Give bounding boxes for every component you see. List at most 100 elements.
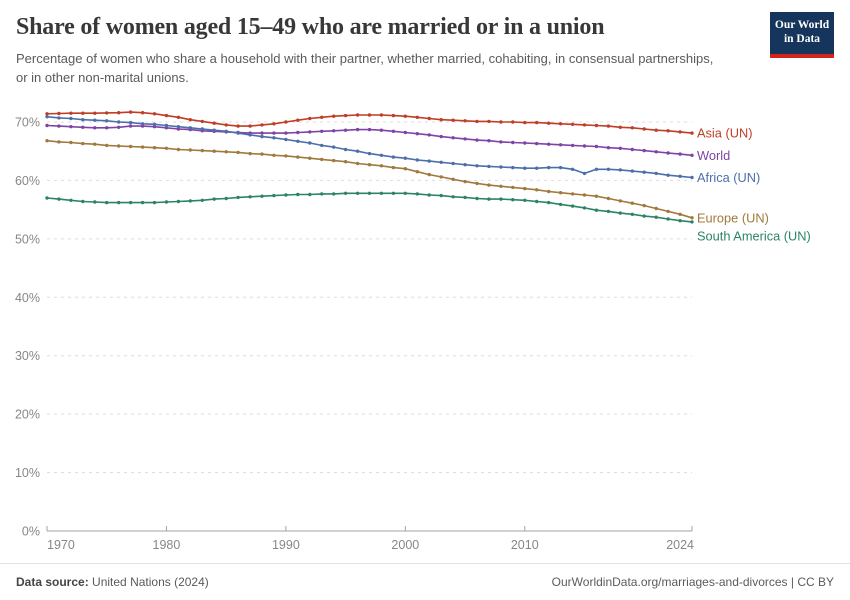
- data-point-south-america-un-1993[interactable]: [320, 192, 324, 196]
- data-point-asia-un-2000[interactable]: [403, 114, 407, 118]
- data-point-asia-un-2005[interactable]: [463, 119, 467, 123]
- data-point-world-1994[interactable]: [332, 129, 336, 133]
- series-label-world[interactable]: World: [697, 148, 730, 163]
- data-point-asia-un-2023[interactable]: [678, 130, 682, 134]
- data-point-asia-un-1996[interactable]: [355, 113, 360, 117]
- data-point-south-america-un-2011[interactable]: [535, 199, 539, 204]
- data-point-africa-un-1983[interactable]: [200, 127, 204, 131]
- data-point-africa-un-1991[interactable]: [296, 139, 300, 143]
- data-point-world-2021[interactable]: [654, 150, 658, 154]
- data-point-asia-un-2018[interactable]: [618, 125, 622, 129]
- data-point-europe-un-2018[interactable]: [618, 199, 622, 203]
- data-point-south-america-un-1986[interactable]: [236, 195, 240, 200]
- data-point-world-2019[interactable]: [630, 147, 634, 152]
- data-point-south-america-un-1995[interactable]: [343, 191, 348, 195]
- data-point-world-1990[interactable]: [284, 131, 288, 135]
- data-point-europe-un-2020[interactable]: [642, 203, 646, 208]
- data-point-europe-un-1988[interactable]: [260, 152, 264, 156]
- data-point-africa-un-2004[interactable]: [451, 161, 455, 166]
- data-point-asia-un-2016[interactable]: [594, 123, 599, 128]
- data-point-europe-un-2022[interactable]: [666, 209, 670, 214]
- data-point-africa-un-2024[interactable]: [690, 175, 694, 180]
- data-point-africa-un-1974[interactable]: [93, 118, 97, 122]
- data-point-world-2003[interactable]: [439, 134, 443, 139]
- data-point-europe-un-2023[interactable]: [678, 212, 682, 216]
- data-point-europe-un-1975[interactable]: [105, 143, 109, 148]
- data-point-asia-un-1977[interactable]: [128, 110, 133, 114]
- data-point-europe-un-1994[interactable]: [332, 158, 336, 163]
- data-point-south-america-un-1974[interactable]: [93, 200, 97, 204]
- data-point-europe-un-2000[interactable]: [403, 167, 407, 171]
- data-point-africa-un-1975[interactable]: [105, 119, 109, 123]
- data-point-asia-un-2021[interactable]: [654, 128, 658, 132]
- data-point-south-america-un-1991[interactable]: [296, 192, 300, 197]
- data-point-asia-un-1972[interactable]: [69, 111, 73, 115]
- data-point-world-2011[interactable]: [535, 141, 539, 146]
- data-point-europe-un-2012[interactable]: [547, 189, 551, 194]
- data-point-asia-un-2017[interactable]: [606, 124, 611, 128]
- data-point-south-america-un-1998[interactable]: [379, 191, 384, 195]
- data-point-asia-un-2019[interactable]: [630, 126, 634, 130]
- data-point-africa-un-2000[interactable]: [403, 156, 407, 160]
- owid-logo[interactable]: Our World in Data: [770, 12, 834, 58]
- data-point-south-america-un-1992[interactable]: [308, 192, 312, 197]
- data-point-world-1974[interactable]: [93, 126, 97, 130]
- data-point-south-america-un-2018[interactable]: [618, 211, 622, 215]
- data-point-africa-un-2018[interactable]: [618, 168, 622, 172]
- data-point-asia-un-1988[interactable]: [260, 123, 264, 127]
- data-point-africa-un-1976[interactable]: [117, 120, 121, 124]
- data-point-europe-un-2005[interactable]: [463, 179, 467, 184]
- data-point-asia-un-1975[interactable]: [105, 111, 109, 115]
- data-point-asia-un-1976[interactable]: [117, 111, 121, 115]
- data-point-asia-un-2024[interactable]: [690, 131, 694, 135]
- data-point-asia-un-1990[interactable]: [284, 120, 288, 124]
- data-point-africa-un-1978[interactable]: [140, 122, 145, 126]
- data-point-world-1976[interactable]: [117, 125, 121, 129]
- data-point-south-america-un-1987[interactable]: [248, 195, 252, 199]
- data-point-world-1970[interactable]: [45, 123, 49, 128]
- data-point-world-2016[interactable]: [594, 144, 599, 149]
- data-point-world-2006[interactable]: [475, 138, 479, 142]
- data-point-asia-un-2003[interactable]: [439, 118, 443, 122]
- data-point-europe-un-1990[interactable]: [284, 154, 288, 158]
- data-point-south-america-un-2004[interactable]: [451, 195, 455, 199]
- data-point-africa-un-1977[interactable]: [128, 120, 133, 125]
- data-point-world-2001[interactable]: [415, 132, 419, 136]
- data-point-south-america-un-1980[interactable]: [164, 200, 169, 204]
- data-point-africa-un-2003[interactable]: [439, 160, 443, 164]
- data-point-europe-un-2010[interactable]: [523, 186, 527, 191]
- data-point-south-america-un-2021[interactable]: [654, 215, 658, 219]
- data-point-south-america-un-2019[interactable]: [630, 212, 634, 216]
- data-point-africa-un-2021[interactable]: [654, 171, 658, 176]
- data-point-africa-un-1998[interactable]: [379, 153, 384, 157]
- data-point-europe-un-1981[interactable]: [176, 147, 181, 152]
- data-point-world-2014[interactable]: [570, 143, 575, 148]
- data-point-europe-un-2001[interactable]: [415, 170, 419, 174]
- data-point-south-america-un-1978[interactable]: [140, 200, 145, 205]
- data-point-south-america-un-2014[interactable]: [570, 204, 575, 208]
- data-point-south-america-un-2002[interactable]: [427, 193, 431, 197]
- data-point-south-america-un-2005[interactable]: [463, 195, 467, 200]
- data-point-south-america-un-2008[interactable]: [499, 197, 503, 201]
- data-point-europe-un-1995[interactable]: [343, 160, 348, 164]
- data-point-world-1995[interactable]: [343, 128, 348, 132]
- data-point-europe-un-1993[interactable]: [320, 157, 324, 162]
- series-label-africa-un[interactable]: Africa (UN): [697, 170, 760, 185]
- data-point-europe-un-1985[interactable]: [224, 150, 228, 154]
- series-label-south-america-un[interactable]: South America (UN): [697, 228, 811, 243]
- data-point-europe-un-1982[interactable]: [188, 148, 192, 152]
- data-point-asia-un-1997[interactable]: [367, 113, 372, 117]
- data-point-europe-un-1972[interactable]: [69, 140, 73, 145]
- data-point-asia-un-1992[interactable]: [308, 116, 312, 121]
- data-point-world-2008[interactable]: [499, 140, 503, 144]
- data-point-asia-un-2002[interactable]: [427, 116, 431, 121]
- data-point-south-america-un-2016[interactable]: [594, 208, 599, 212]
- data-point-europe-un-2004[interactable]: [451, 177, 455, 181]
- data-point-world-2000[interactable]: [403, 130, 407, 135]
- data-point-africa-un-1995[interactable]: [343, 147, 348, 152]
- data-point-asia-un-2004[interactable]: [451, 118, 455, 122]
- data-point-south-america-un-1972[interactable]: [69, 198, 73, 202]
- series-label-asia-un[interactable]: Asia (UN): [697, 126, 752, 141]
- data-point-europe-un-2007[interactable]: [487, 183, 491, 187]
- data-point-world-2005[interactable]: [463, 137, 467, 141]
